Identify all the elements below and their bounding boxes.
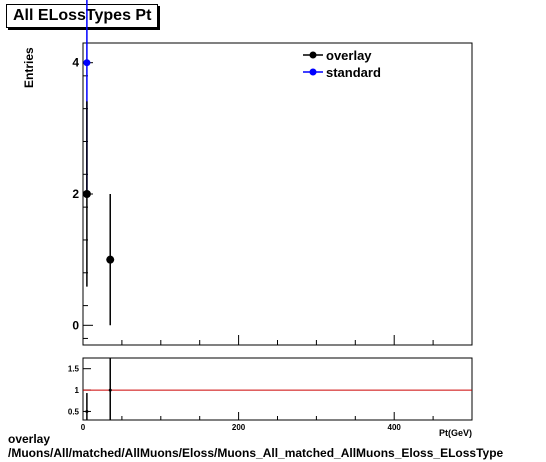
ratio-point xyxy=(85,409,89,413)
caption-line-2: /Muons/All/matched/AllMuons/Eloss/Muons_… xyxy=(8,446,504,460)
legend-label-standard: standard xyxy=(326,65,381,80)
overlay-point xyxy=(106,255,115,264)
standard-point xyxy=(83,59,91,67)
ratio-point xyxy=(108,388,112,392)
caption-line-1: overlay xyxy=(8,432,51,446)
overlay-point xyxy=(82,190,91,198)
legend: overlay standard xyxy=(303,48,381,80)
main-x-ticks xyxy=(82,335,473,345)
ratio-plot-frame xyxy=(82,357,473,421)
x-axis-label: Pt(GeV) xyxy=(439,428,472,438)
main-y-tick-label: 4 xyxy=(72,56,79,70)
legend-marker-overlay xyxy=(309,51,317,59)
main-y-tick-label: 0 xyxy=(72,318,79,332)
ratio-x-tick-label: 0 xyxy=(81,423,86,432)
main-plot-frame xyxy=(82,42,473,346)
ratio-y-tick-label: 0.5 xyxy=(68,407,80,416)
ratio-x-tick-label: 200 xyxy=(232,423,246,432)
ratio-y-tick-label: 1.5 xyxy=(68,365,80,374)
ratio-x-ticks: 0 200 400 xyxy=(81,412,473,432)
legend-marker-standard xyxy=(309,68,317,76)
ratio-y-tick-label: 1 xyxy=(75,386,80,395)
legend-label-overlay: overlay xyxy=(326,48,372,63)
ratio-x-tick-label: 400 xyxy=(388,423,402,432)
chart-title: All ELossTypes Pt xyxy=(6,4,159,28)
ratio-data-marks xyxy=(83,358,472,420)
caption: overlay /Muons/All/matched/AllMuons/Elos… xyxy=(8,432,503,460)
main-data-marks xyxy=(82,0,115,326)
main-y-tick-label: 2 xyxy=(72,187,79,201)
